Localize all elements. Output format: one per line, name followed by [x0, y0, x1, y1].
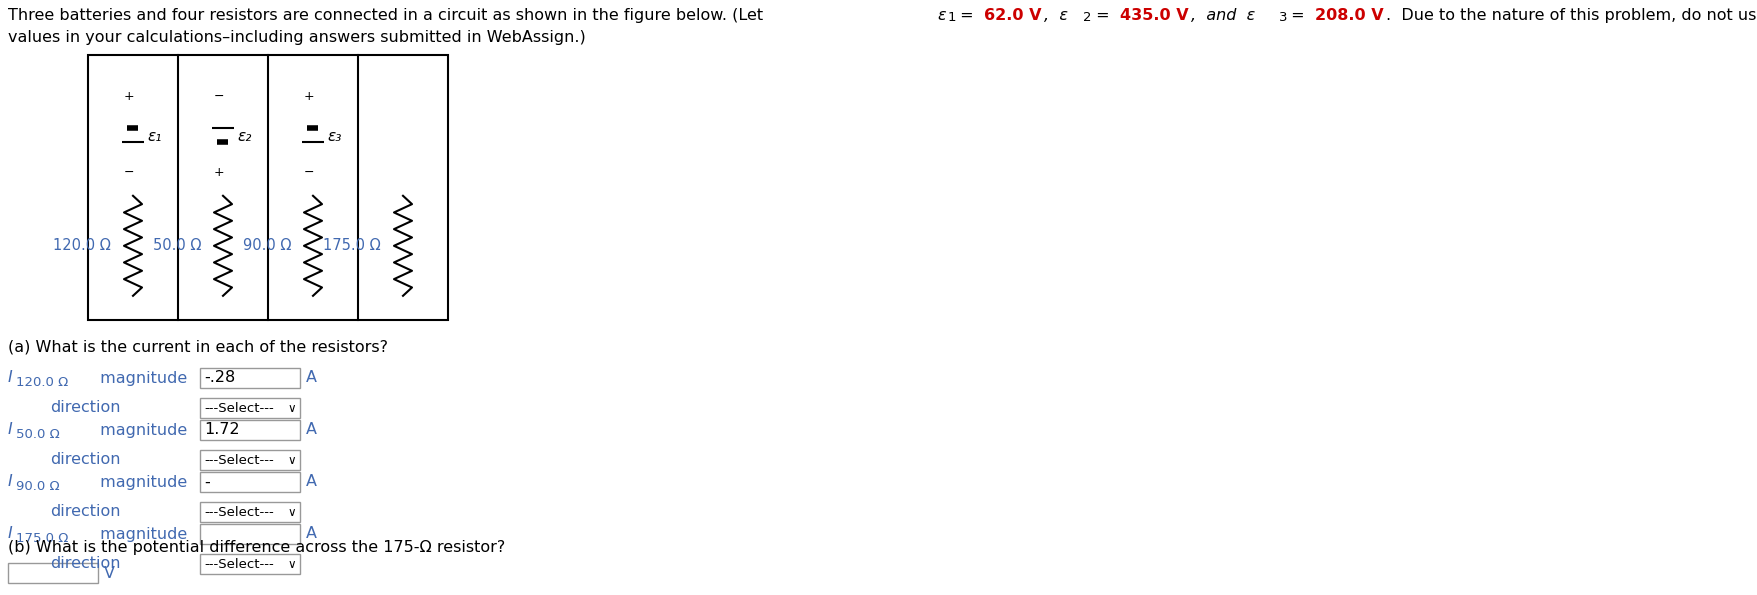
Text: 120.0 Ω: 120.0 Ω	[16, 377, 69, 390]
Text: 50.0 Ω: 50.0 Ω	[153, 239, 200, 253]
Text: A: A	[306, 371, 316, 386]
Text: 62.0 V: 62.0 V	[984, 8, 1040, 23]
Bar	[9, 563, 98, 583]
Text: 175.0 Ω: 175.0 Ω	[323, 239, 381, 253]
Text: 50.0 Ω: 50.0 Ω	[16, 428, 60, 441]
Text: 120.0 Ω: 120.0 Ω	[53, 239, 111, 253]
Text: =: =	[954, 8, 979, 23]
Text: I: I	[9, 527, 12, 541]
Text: 2: 2	[1082, 11, 1091, 24]
Text: magnitude: magnitude	[95, 422, 188, 437]
Bar	[200, 472, 300, 492]
Text: +: +	[214, 166, 225, 179]
Bar	[200, 368, 300, 388]
Text: direction: direction	[49, 556, 121, 572]
Bar	[200, 502, 300, 522]
Text: 90.0 Ω: 90.0 Ω	[16, 481, 60, 493]
Text: 3: 3	[1277, 11, 1286, 24]
Text: magnitude: magnitude	[95, 527, 188, 541]
Text: ε₃: ε₃	[327, 129, 341, 144]
Text: -: -	[204, 474, 209, 490]
Text: A: A	[306, 422, 316, 437]
Text: ---Select---: ---Select---	[204, 402, 274, 415]
Text: 208.0 V: 208.0 V	[1314, 8, 1383, 23]
Text: values in your calculations–including answers submitted in WebAssign.): values in your calculations–including an…	[9, 30, 585, 45]
Text: I: I	[9, 474, 12, 490]
Text: Three batteries and four resistors are connected in a circuit as shown in the fi: Three batteries and four resistors are c…	[9, 8, 768, 23]
Text: magnitude: magnitude	[95, 474, 188, 490]
Text: A: A	[306, 527, 316, 541]
Text: (b) What is the potential difference across the 175-Ω resistor?: (b) What is the potential difference acr…	[9, 540, 504, 555]
Text: ∨: ∨	[288, 558, 297, 571]
Text: I: I	[9, 422, 12, 437]
Bar	[88, 55, 448, 320]
Text: (a) What is the current in each of the resistors?: (a) What is the current in each of the r…	[9, 340, 388, 355]
Text: ---Select---: ---Select---	[204, 453, 274, 466]
Text: V: V	[104, 565, 114, 581]
Text: +: +	[123, 90, 134, 103]
Bar	[200, 554, 300, 574]
Bar	[200, 450, 300, 470]
Text: +: +	[304, 90, 315, 103]
Text: direction: direction	[49, 400, 121, 415]
Text: ---Select---: ---Select---	[204, 506, 274, 518]
Text: I: I	[9, 371, 12, 386]
Text: direction: direction	[49, 505, 121, 519]
Text: A: A	[306, 474, 316, 490]
Text: ∨: ∨	[288, 453, 297, 466]
Text: direction: direction	[49, 453, 121, 468]
Text: ε₁: ε₁	[148, 129, 162, 144]
Text: −: −	[304, 166, 315, 179]
Text: 1.72: 1.72	[204, 422, 239, 437]
Text: ,  ε: , ε	[1044, 8, 1068, 23]
Text: 90.0 Ω: 90.0 Ω	[242, 239, 292, 253]
Bar	[200, 420, 300, 440]
Text: -.28: -.28	[204, 371, 235, 386]
Bar	[200, 398, 300, 418]
Text: .  Due to the nature of this problem, do not use rounded intermediate: . Due to the nature of this problem, do …	[1385, 8, 1757, 23]
Text: =: =	[1091, 8, 1114, 23]
Text: ∨: ∨	[288, 402, 297, 415]
Text: 435.0 V: 435.0 V	[1119, 8, 1188, 23]
Text: 175.0 Ω: 175.0 Ω	[16, 533, 69, 546]
Text: −: −	[214, 90, 225, 103]
Text: 1: 1	[947, 11, 956, 24]
Text: ,  and  ε: , and ε	[1189, 8, 1254, 23]
Text: ---Select---: ---Select---	[204, 558, 274, 571]
Text: −: −	[123, 166, 134, 179]
Text: ε₂: ε₂	[237, 129, 251, 144]
Text: ε: ε	[936, 8, 945, 23]
Text: magnitude: magnitude	[95, 371, 188, 386]
Text: ∨: ∨	[288, 506, 297, 518]
Text: =: =	[1286, 8, 1309, 23]
Bar	[200, 524, 300, 544]
